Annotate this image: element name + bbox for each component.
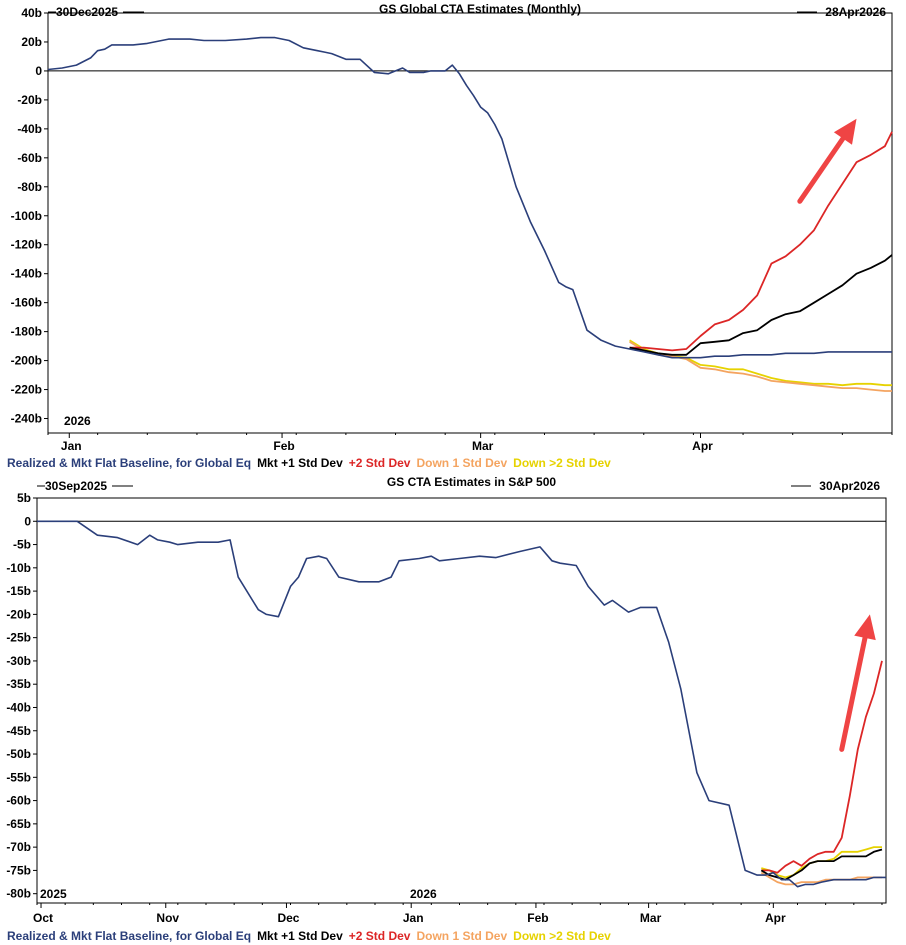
chart1-start-date-label: 30Dec2025 bbox=[56, 5, 118, 19]
chart2-legend-item-mkt-1-std-dev: Mkt +1 Std Dev bbox=[257, 929, 343, 943]
chart2-end-date-label: 30Apr2026 bbox=[819, 479, 880, 493]
chart1-series-2-std-dev bbox=[629, 131, 893, 352]
chart2-legend-item-2-std-dev: +2 Std Dev bbox=[349, 929, 411, 943]
chart2-annotation-arrow-head bbox=[854, 614, 876, 641]
chart1-x-tick-label: Apr bbox=[692, 439, 713, 453]
chart1-legend: Realized & Mkt Flat Baseline, for Global… bbox=[7, 456, 611, 470]
chart2-y-tick-label: -15b bbox=[6, 584, 31, 598]
chart1-y-tick-label: -220b bbox=[11, 383, 42, 397]
chart1-y-tick-label: -140b bbox=[11, 267, 42, 281]
chart2-x-tick-label: Jan bbox=[403, 911, 424, 925]
chart1-y-tick-label: -80b bbox=[17, 180, 42, 194]
chart1-y-tick-label: -40b bbox=[17, 122, 42, 136]
chart1-series-realized-mkt-flat-baseline-for-global-eq bbox=[47, 36, 892, 359]
chart1-y-tick-label: -160b bbox=[11, 296, 42, 310]
chart1-y-tick-label: -100b bbox=[11, 209, 42, 223]
chart1-annotation-arrow-head bbox=[833, 118, 857, 145]
chart2-y-tick-label: -50b bbox=[6, 747, 31, 761]
chart-panel-global-cta: GS Global CTA Estimates (Monthly) 30Dec20… bbox=[7, 2, 893, 470]
chart2-x-tick-label: Mar bbox=[640, 911, 662, 925]
chart1-legend-item-realized-mkt-flat-baseline-for-global-eq: Realized & Mkt Flat Baseline, for Global… bbox=[7, 456, 251, 470]
chart2-series-mkt-1-std-dev bbox=[760, 848, 883, 881]
chart2-y-tick-label: 0 bbox=[24, 514, 31, 528]
chart2-y-tick-label: -40b bbox=[6, 700, 31, 714]
chart2-year-label: 2025 bbox=[40, 887, 67, 901]
chart2-y-tick-label: -25b bbox=[6, 631, 31, 645]
chart2-year-label: 2026 bbox=[410, 887, 437, 901]
chart1-y-tick-label: -20b bbox=[17, 93, 42, 107]
chart2-y-tick-label: 5b bbox=[17, 491, 31, 505]
chart2-legend-item-realized-mkt-flat-baseline-for-global-eq: Realized & Mkt Flat Baseline, for Global… bbox=[7, 929, 251, 943]
chart1-y-tick-label: 0 bbox=[35, 64, 42, 78]
chart2-series-down-1-std-dev bbox=[760, 871, 882, 886]
chart2-y-tick-label: -75b bbox=[6, 863, 31, 877]
chart2-x-tick-label: Apr bbox=[765, 911, 786, 925]
chart2-annotation-arrow-shaft bbox=[839, 635, 868, 752]
chart2-y-tick-label: -80b bbox=[6, 887, 31, 901]
chart2-start-date-label: 30Sep2025 bbox=[45, 479, 107, 493]
chart1-title: GS Global CTA Estimates (Monthly) bbox=[379, 2, 581, 16]
chart2-y-tick-label: -20b bbox=[6, 607, 31, 621]
chart1-y-tick-label: -180b bbox=[11, 325, 42, 339]
chart1-annotation-arrow-shaft bbox=[797, 136, 846, 204]
chart1-year-label: 2026 bbox=[64, 414, 91, 428]
chart2-y-tick-label: -5b bbox=[13, 538, 31, 552]
chart2-y-tick-label: -55b bbox=[6, 770, 31, 784]
chart1-x-tick-label: Jan bbox=[61, 439, 82, 453]
chart1-x-tick-label: Feb bbox=[273, 439, 294, 453]
chart-panel-sp500-cta: GS CTA Estimates in S&P 500 30Sep2025 30Ap… bbox=[6, 475, 887, 943]
chart1-y-tick-label: -240b bbox=[11, 412, 42, 426]
chart1-legend-item-mkt-1-std-dev: Mkt +1 Std Dev bbox=[257, 456, 343, 470]
chart1-series-down-1-std-dev bbox=[629, 341, 892, 392]
chart2-x-tick-label: Nov bbox=[156, 911, 179, 925]
chart2-legend: Realized & Mkt Flat Baseline, for Global… bbox=[7, 929, 611, 943]
chart2-y-tick-label: -60b bbox=[6, 794, 31, 808]
chart1-plot-frame bbox=[47, 12, 893, 434]
chart2-x-tick-label: Dec bbox=[277, 911, 299, 925]
chart1-legend-item-down-1-std-dev: Down 1 Std Dev bbox=[416, 456, 507, 470]
chart1-series-mkt-1-std-dev bbox=[629, 254, 893, 356]
chart1-y-tick-label: -60b bbox=[17, 151, 42, 165]
chart1-legend-item-down-2-std-dev: Down >2 Std Dev bbox=[513, 456, 611, 470]
chart1-x-tick-label: Mar bbox=[472, 439, 494, 453]
chart1-y-tick-label: -200b bbox=[11, 354, 42, 368]
chart1-y-tick-label: 40b bbox=[21, 6, 42, 20]
chart2-y-tick-label: -70b bbox=[6, 840, 31, 854]
chart2-x-tick-label: Feb bbox=[527, 911, 548, 925]
chart1-legend-item-2-std-dev: +2 Std Dev bbox=[349, 456, 411, 470]
chart1-y-tick-label: -120b bbox=[11, 238, 42, 252]
chart2-y-tick-label: -30b bbox=[6, 654, 31, 668]
chart2-plot-frame bbox=[36, 497, 887, 904]
chart2-y-tick-label: -35b bbox=[6, 677, 31, 691]
chart2-series-realized-mkt-flat-baseline-for-global-eq bbox=[37, 520, 886, 888]
chart2-legend-item-down-1-std-dev: Down 1 Std Dev bbox=[416, 929, 507, 943]
chart2-x-tick-label: Oct bbox=[33, 911, 53, 925]
chart2-title: GS CTA Estimates in S&P 500 bbox=[387, 475, 556, 489]
chart2-legend-item-down-2-std-dev: Down >2 Std Dev bbox=[513, 929, 611, 943]
chart2-y-tick-label: -65b bbox=[6, 817, 31, 831]
chart1-y-tick-label: 20b bbox=[21, 35, 42, 49]
chart1-end-date-label: 28Apr2026 bbox=[825, 5, 886, 19]
chart2-series-2-std-dev bbox=[761, 660, 883, 874]
chart2-y-tick-label: -10b bbox=[6, 561, 31, 575]
chart2-y-tick-label: -45b bbox=[6, 724, 31, 738]
